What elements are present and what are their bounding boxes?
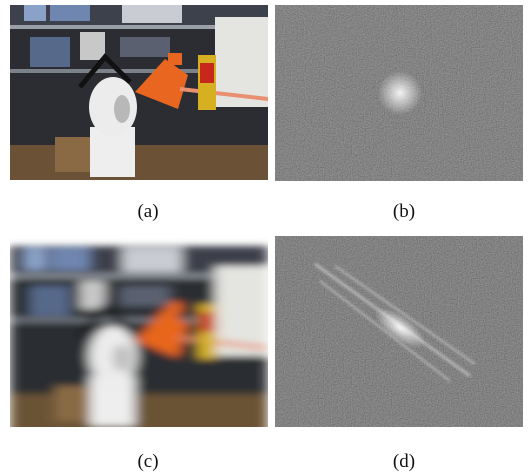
scene-image — [10, 0, 268, 188]
panel-d-image — [275, 236, 523, 427]
page: (a) (b) (c) (d) (() => { const data = JS… — [0, 0, 530, 474]
figure: (a) (b) (c) (d) — [0, 0, 530, 474]
panel-label: (b) — [393, 201, 415, 222]
spectrum-center — [378, 71, 422, 115]
panel-b-image — [275, 5, 523, 181]
blurred-scene — [10, 246, 268, 437]
panel-c-image — [10, 246, 268, 437]
scene — [10, 0, 268, 188]
panel-label: (a) — [137, 201, 158, 222]
panel-label: (d) — [393, 451, 415, 472]
panel-label: (c) — [137, 451, 158, 472]
panel-a-image — [10, 0, 268, 188]
scene-blur — [10, 246, 268, 437]
scene — [10, 246, 268, 437]
